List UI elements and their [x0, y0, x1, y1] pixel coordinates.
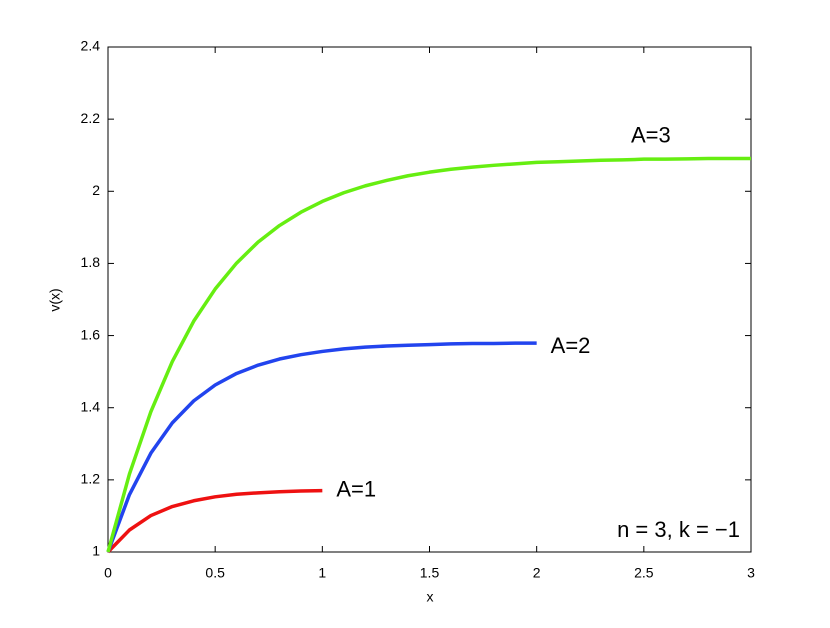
y-tick-label: 1.8	[81, 254, 101, 270]
line-series	[106, 156, 751, 553]
x-tick-label: 3	[747, 565, 755, 581]
y-tick-label: 2	[92, 182, 100, 198]
y-tick-label: 1.2	[81, 471, 101, 487]
y-tick-label: 1.4	[81, 398, 101, 414]
series-label: A=1	[336, 476, 376, 501]
plot-frame	[107, 46, 752, 553]
line-series	[106, 488, 323, 554]
series-label: A=3	[631, 122, 671, 147]
y-tick-label: 2.4	[81, 38, 101, 54]
y-tick-label: 1	[92, 543, 100, 559]
x-tick-label: 2.5	[634, 565, 654, 581]
x-tick-label: 1	[318, 565, 326, 581]
y-tick-label: 1.6	[81, 326, 101, 342]
series-label: A=2	[551, 333, 591, 358]
annotation: n = 3, k = −1	[617, 517, 740, 542]
x-tick-label: 0	[104, 565, 112, 581]
x-tick-label: 0.5	[205, 565, 225, 581]
line-series	[106, 341, 537, 553]
x-axis-label: x	[427, 589, 434, 605]
y-tick-label: 2.2	[81, 110, 101, 126]
x-tick-label: 2	[533, 565, 541, 581]
x-tick-label: 1.5	[420, 565, 440, 581]
y-axis-label: v(x)	[47, 288, 63, 311]
